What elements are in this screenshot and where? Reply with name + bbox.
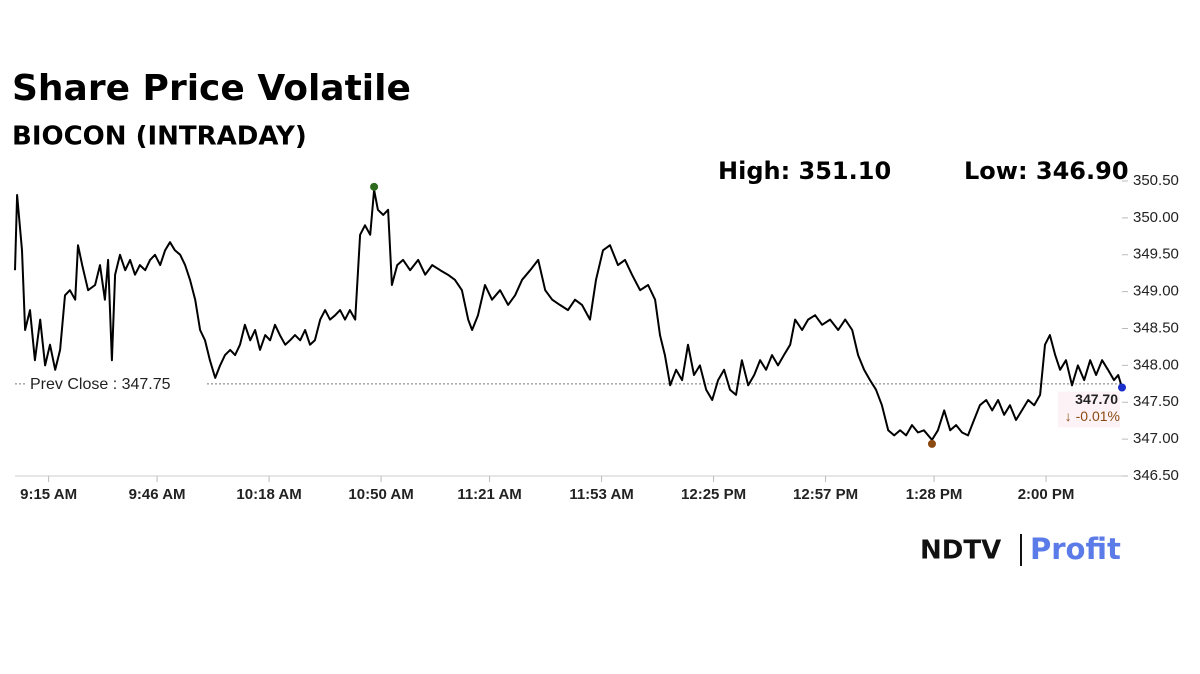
low-marker bbox=[927, 439, 936, 448]
y-tick-label: 346.50 bbox=[1133, 467, 1179, 484]
last-marker bbox=[1118, 383, 1126, 392]
chart-subtitle: BIOCON (INTRADAY) bbox=[12, 122, 307, 152]
x-tick-label: 11:53 AM bbox=[569, 486, 633, 503]
x-tick-label: 11:21 AM bbox=[457, 486, 521, 503]
x-tick-label: 2:00 PM bbox=[1018, 486, 1075, 503]
x-tick-label: 12:57 PM bbox=[793, 486, 858, 503]
y-tick-label: 350.00 bbox=[1133, 209, 1179, 226]
chart-title: Share Price Volatile bbox=[12, 68, 411, 109]
price-line bbox=[14, 188, 1123, 441]
y-tick-label: 348.00 bbox=[1133, 356, 1179, 373]
y-tick-label: 349.50 bbox=[1133, 246, 1179, 263]
x-tick-label: 10:18 AM bbox=[236, 486, 301, 503]
y-tick-label: 350.50 bbox=[1133, 172, 1179, 189]
high-marker bbox=[370, 182, 379, 191]
prev-close-bg bbox=[25, 373, 205, 394]
y-tick-label: 349.00 bbox=[1133, 283, 1179, 300]
change-label: ↓ -0.01% bbox=[1065, 408, 1120, 424]
x-tick-label: 9:46 AM bbox=[129, 486, 186, 503]
low-label: Low: 346.90 bbox=[964, 157, 1129, 185]
x-tick-label: 9:15 AM bbox=[20, 486, 77, 503]
logo-profit: Profit bbox=[1030, 532, 1121, 566]
last-box bbox=[1058, 391, 1120, 428]
y-tick-label: 347.00 bbox=[1133, 430, 1179, 447]
x-tick-label: 12:25 PM bbox=[681, 486, 746, 503]
x-tick-label: 1:28 PM bbox=[906, 486, 963, 503]
high-label: High: 351.10 bbox=[718, 157, 891, 185]
y-tick-label: 347.50 bbox=[1133, 393, 1179, 410]
prev-close-label: Prev Close : 347.75 bbox=[30, 376, 171, 393]
x-tick-label: 10:50 AM bbox=[348, 486, 413, 503]
logo-ndtv: NDTV bbox=[920, 536, 1001, 566]
y-tick-label: 348.50 bbox=[1133, 319, 1179, 336]
last-label: 347.70 bbox=[1075, 391, 1118, 407]
